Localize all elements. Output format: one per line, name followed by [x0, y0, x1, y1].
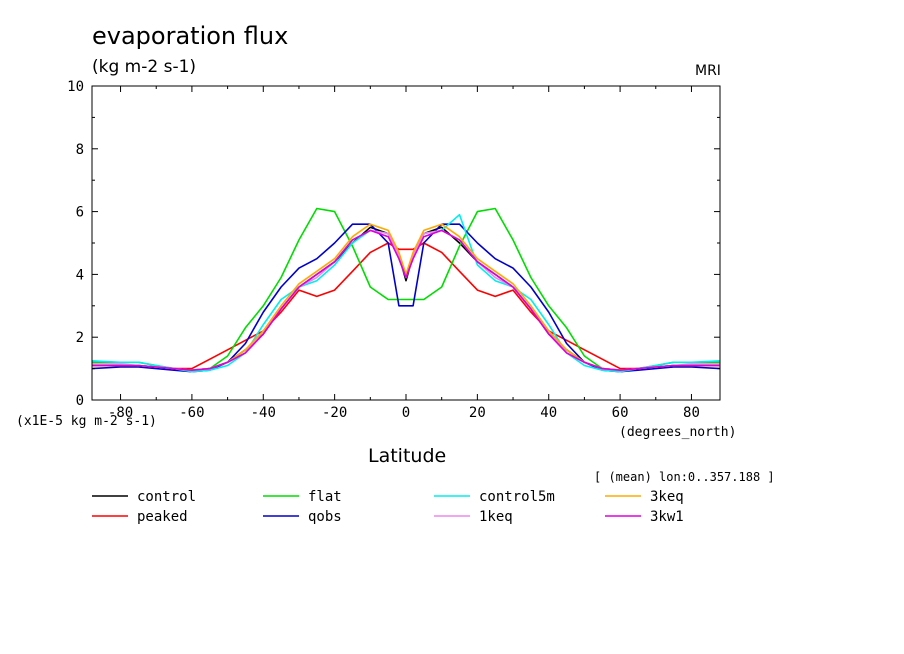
x-tick-label: 20: [469, 405, 486, 421]
y-tick-label: 0: [76, 393, 84, 409]
x-axis-title: Latitude: [368, 445, 447, 467]
legend-label: peaked: [137, 509, 188, 525]
x-tick-label: -80: [108, 405, 133, 421]
legend-label: control: [137, 489, 196, 505]
mean-longitude-note: [ (mean) lon:0..357.188 ]: [594, 470, 775, 484]
series-line-3kw1: [92, 229, 720, 372]
x-axis-unit-label: (degrees_north): [619, 425, 737, 440]
x-tick-label: 80: [683, 405, 700, 421]
legend-item-peaked: peaked: [92, 509, 188, 525]
y-axis-scale-label: (x1E-5 kg m-2 s-1): [16, 414, 157, 429]
series-line-qobs: [91, 223, 721, 373]
y-tick-label: 6: [76, 205, 84, 221]
legend-item-3keq: 3keq: [605, 489, 684, 505]
legend-label: control5m: [479, 489, 555, 505]
x-tick-label: -20: [322, 405, 347, 421]
series-line-peaked: [92, 242, 720, 370]
y-tick-label: 2: [76, 330, 84, 346]
x-tick-label: 60: [612, 405, 629, 421]
model-source-label: MRI: [695, 63, 721, 79]
chart-title: evaporation flux: [92, 22, 289, 50]
legend-item-qobs: qobs: [263, 509, 342, 525]
legend-label: 3kw1: [650, 509, 684, 525]
legend-item-control5m: control5m: [434, 489, 555, 505]
plot-area: -80 -60 -40 -20 0 20 40 60 80 0 2 4 6 8 10: [67, 79, 721, 421]
series-line-flat: [92, 207, 720, 373]
series-line-3keq: [92, 223, 720, 372]
y-tick-label: 4: [76, 267, 84, 283]
legend-item-3kw1: 3kw1: [605, 509, 684, 525]
plot-frame: [91, 85, 721, 401]
legend: control peaked flat qobs control5m 1keq 3keq 3k…: [92, 489, 684, 525]
x-tick-label: -60: [179, 405, 204, 421]
x-tick-label: 40: [540, 405, 557, 421]
y-tick-label: 10: [67, 79, 84, 95]
chart-units: (kg m-2 s-1): [92, 57, 197, 77]
legend-item-control: control: [92, 489, 196, 505]
legend-label: qobs: [308, 509, 342, 525]
legend-label: 1keq: [479, 509, 513, 525]
legend-item-flat: flat: [263, 489, 342, 505]
legend-item-1keq: 1keq: [434, 509, 513, 525]
x-tick-label: -40: [251, 405, 276, 421]
series-line-control5m: [91, 213, 721, 373]
legend-label: flat: [308, 489, 342, 505]
y-tick-label: 8: [76, 142, 84, 158]
legend-label: 3keq: [650, 489, 684, 505]
x-tick-label: 0: [402, 405, 410, 421]
